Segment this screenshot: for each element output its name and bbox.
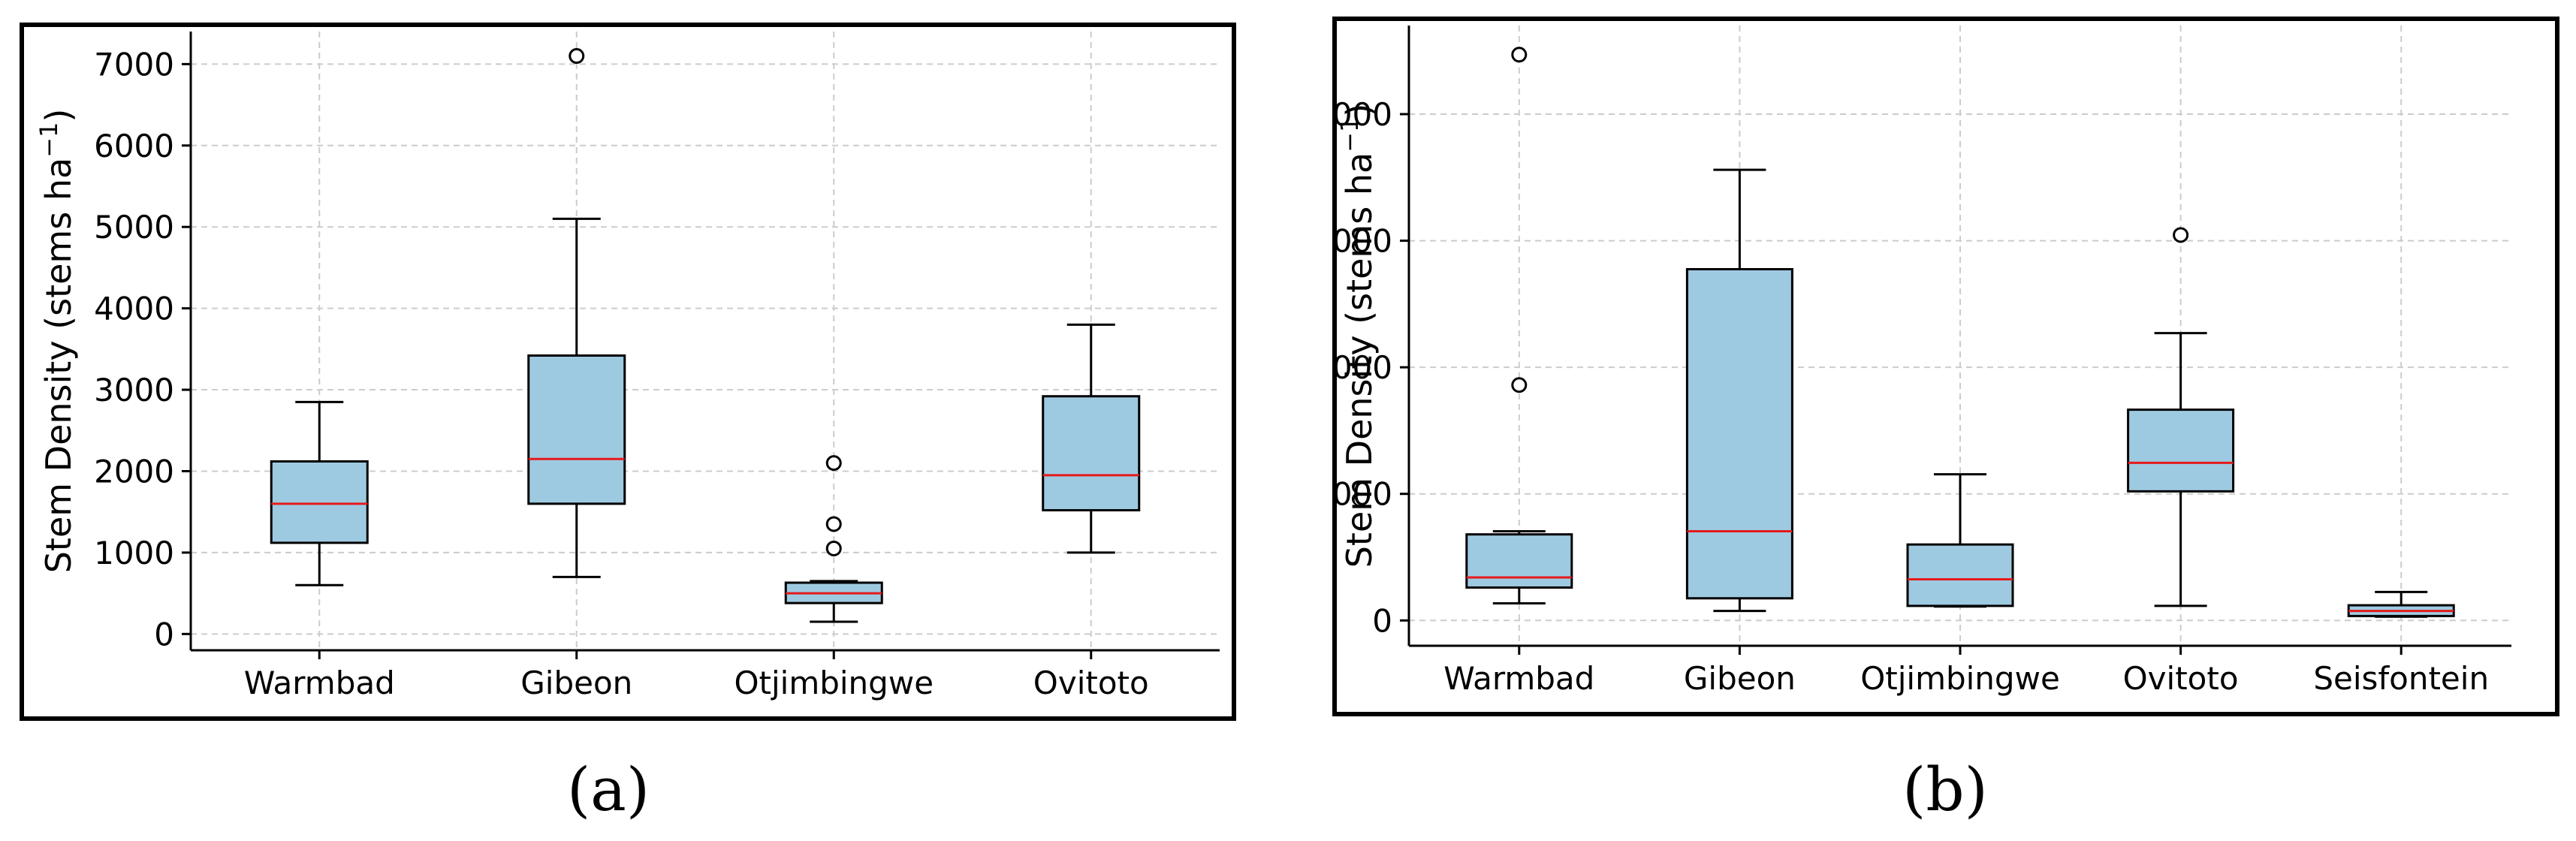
x-tick-label: Ovitoto <box>2123 660 2239 697</box>
x-tick-label: Warmbad <box>1443 660 1594 697</box>
iqr-box <box>527 354 626 505</box>
y-axis-label-main: Stem Density (stems ha <box>1339 152 1380 568</box>
box-otjimbingwe <box>784 455 883 623</box>
y-tick-label: 2000 <box>94 453 174 490</box>
y-axis-label: Stem Density (stems ha−1) <box>35 109 79 574</box>
box-seisfontein <box>2347 590 2455 618</box>
y-tick-label: 4000 <box>94 291 174 327</box>
y-axis-label-sup: −1 <box>35 122 63 158</box>
y-tick-label: 3000 <box>94 372 174 408</box>
x-tick-label: Gibeon <box>1684 660 1796 697</box>
x-tick-label: Seisfontein <box>2313 660 2489 697</box>
iqr-box <box>1685 268 1793 600</box>
x-tick-label: Otjimbingwe <box>734 665 934 701</box>
y-axis-label-sup: −1 <box>1335 117 1364 152</box>
y-tick-label: 0 <box>1372 602 1392 639</box>
box-gibeon <box>1685 168 1793 613</box>
box-warmbad <box>1465 47 1573 605</box>
chart-a: 0 1000 2000 3000 4000 5000 6000 7000 Stem Densit… <box>20 23 1236 721</box>
chart-b: 02000400060008000Stem Density (stems ha−… <box>1332 17 2559 716</box>
y-axis-label-main: Stem Density (stems ha <box>38 158 79 573</box>
x-tick-label: Warmbad <box>244 665 395 701</box>
box-otjimbingwe <box>1906 473 2014 608</box>
x-tick-label: Ovitoto <box>1033 665 1149 701</box>
outlier-point <box>569 48 585 65</box>
outlier-point <box>825 516 842 532</box>
outlier-point <box>2173 227 2189 243</box>
y-tick-label: 6000 <box>94 128 174 164</box>
box-ovitoto <box>1042 323 1141 554</box>
caption-b-text: (b) <box>1902 755 1988 824</box>
outlier-point <box>825 540 842 556</box>
y-tick-label: 2000 <box>1332 476 1392 513</box>
y-tick-label: 5000 <box>94 209 174 246</box>
box-warmbad <box>270 400 369 586</box>
y-axis-label-close: ) <box>38 109 79 122</box>
iqr-box <box>270 460 369 544</box>
box-ovitoto <box>2127 227 2235 607</box>
panel-b: 02000400060008000Stem Density (stems ha−… <box>1332 17 2559 716</box>
y-tick-label: 0 <box>154 616 174 653</box>
caption-a: (a) <box>496 755 721 824</box>
panel-a: 0 1000 2000 3000 4000 5000 6000 7000 Stem Densit… <box>20 23 1236 721</box>
panel-frame <box>20 23 1236 721</box>
iqr-box <box>2127 408 2235 493</box>
iqr-box <box>1042 395 1141 512</box>
x-tick-label: Otjimbingwe <box>1860 660 2060 697</box>
outlier-point <box>825 455 842 472</box>
y-tick-label: 8000 <box>1332 96 1392 133</box>
y-axis-label: Stem Density (stems ha−1) <box>1335 104 1380 568</box>
iqr-box <box>1906 543 2014 607</box>
y-tick-label: 7000 <box>94 46 174 83</box>
y-tick-label: 1000 <box>94 535 174 571</box>
box-gibeon <box>527 48 626 578</box>
y-tick-label: 6000 <box>1332 223 1392 260</box>
iqr-box <box>1465 533 1573 589</box>
caption-a-text: (a) <box>566 755 650 824</box>
outlier-point <box>1511 377 1528 393</box>
x-tick-label: Gibeon <box>520 665 632 701</box>
y-tick-label: 4000 <box>1332 349 1392 386</box>
y-axis-label-close: ) <box>1339 104 1380 117</box>
caption-b: (b) <box>1832 755 2058 824</box>
outlier-point <box>1511 47 1528 63</box>
